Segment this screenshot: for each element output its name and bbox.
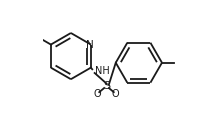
Text: N: N xyxy=(86,40,94,50)
Text: O: O xyxy=(94,89,101,99)
Text: NH: NH xyxy=(95,66,109,76)
Text: O: O xyxy=(112,89,120,99)
Text: S: S xyxy=(103,81,110,91)
